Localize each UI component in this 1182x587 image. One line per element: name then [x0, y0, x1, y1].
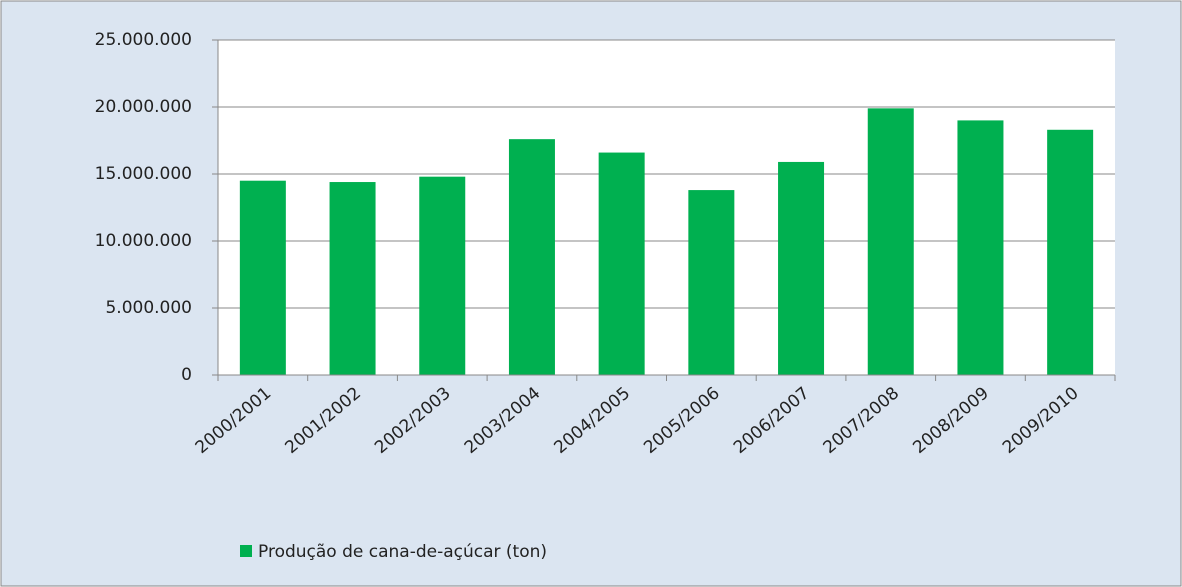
bar	[239, 180, 286, 375]
bar	[778, 161, 825, 375]
bar	[508, 139, 555, 375]
bar	[867, 108, 914, 375]
y-tick-label: 20.000.000	[95, 97, 192, 117]
bar	[1047, 129, 1094, 375]
y-tick-label: 5.000.000	[105, 298, 192, 318]
legend-label: Produção de cana-de-açúcar (ton)	[258, 542, 547, 562]
bar	[688, 190, 735, 375]
y-tick-label: 0	[181, 365, 192, 385]
y-tick-label: 15.000.000	[95, 164, 192, 184]
bar	[598, 152, 645, 375]
bar	[329, 182, 376, 375]
y-tick-label: 10.000.000	[95, 231, 192, 251]
bar	[419, 176, 466, 375]
y-tick-label: 25.000.000	[95, 30, 192, 50]
legend-swatch	[240, 545, 252, 557]
bar	[957, 120, 1004, 376]
